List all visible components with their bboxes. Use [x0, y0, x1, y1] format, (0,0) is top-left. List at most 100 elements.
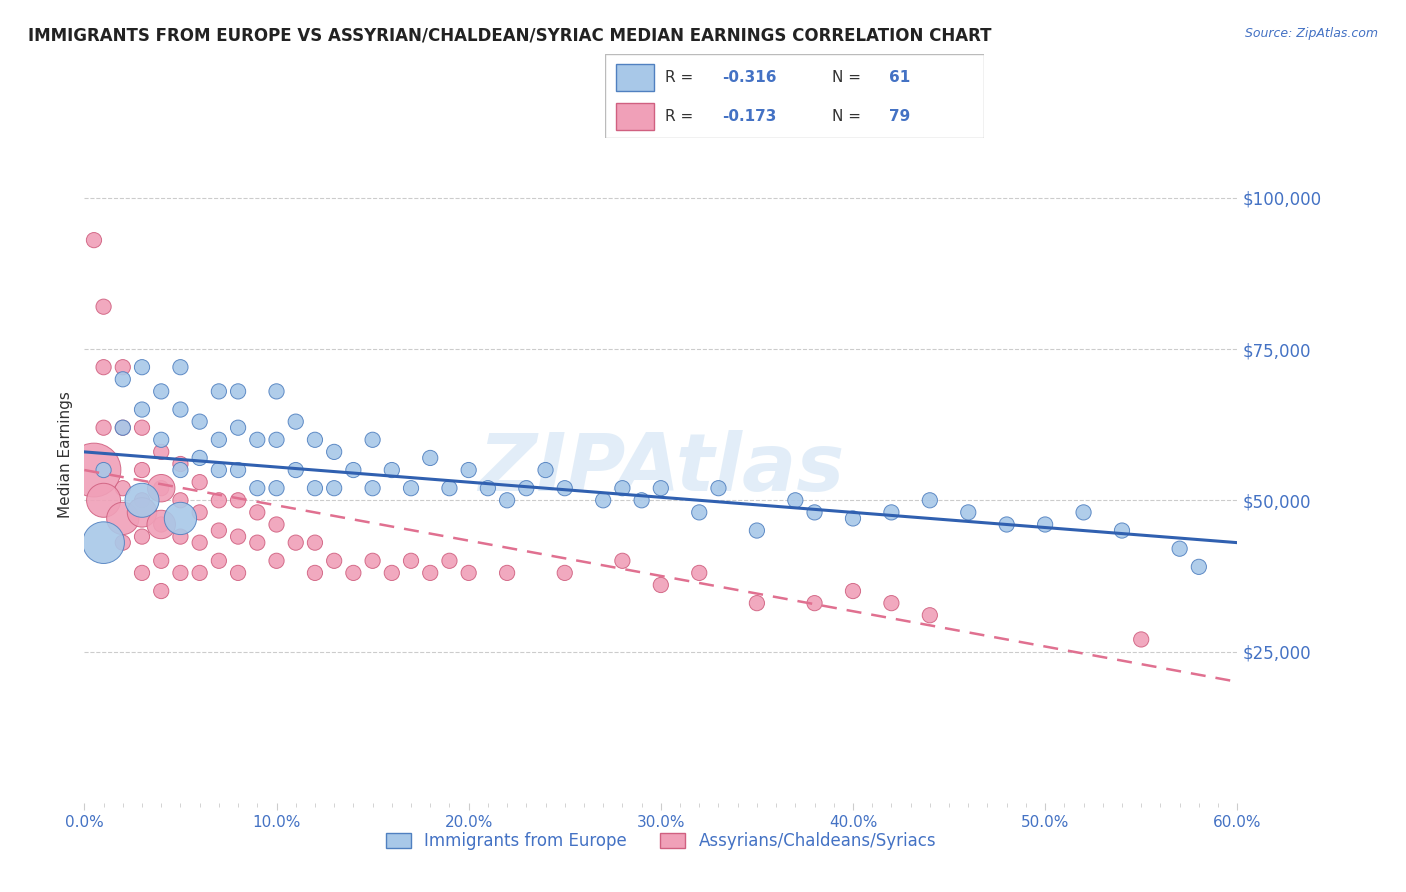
- Point: [188, 450, 211, 465]
- Point: [361, 481, 384, 495]
- Point: [266, 517, 288, 532]
- Point: [111, 535, 134, 549]
- Point: [284, 415, 307, 429]
- Point: [284, 463, 307, 477]
- Point: [226, 384, 249, 399]
- Point: [246, 535, 269, 549]
- Point: [131, 493, 153, 508]
- Point: [188, 566, 211, 580]
- Point: [612, 554, 634, 568]
- Point: [131, 420, 153, 434]
- Point: [111, 372, 134, 386]
- Point: [169, 566, 191, 580]
- Point: [534, 463, 557, 477]
- Point: [188, 415, 211, 429]
- FancyBboxPatch shape: [605, 54, 984, 138]
- Point: [93, 360, 115, 375]
- Point: [803, 505, 825, 519]
- Point: [342, 463, 364, 477]
- Point: [1073, 505, 1095, 519]
- Point: [131, 360, 153, 375]
- Text: R =: R =: [665, 109, 699, 124]
- Point: [592, 493, 614, 508]
- Point: [208, 384, 231, 399]
- Point: [131, 505, 153, 519]
- Point: [399, 481, 422, 495]
- Legend: Immigrants from Europe, Assyrians/Chaldeans/Syriacs: Immigrants from Europe, Assyrians/Chalde…: [380, 826, 942, 857]
- Point: [1033, 517, 1056, 532]
- Text: N =: N =: [832, 109, 866, 124]
- Point: [150, 384, 173, 399]
- Point: [83, 463, 105, 477]
- Point: [246, 481, 269, 495]
- Point: [419, 566, 441, 580]
- Text: IMMIGRANTS FROM EUROPE VS ASSYRIAN/CHALDEAN/SYRIAC MEDIAN EARNINGS CORRELATION C: IMMIGRANTS FROM EUROPE VS ASSYRIAN/CHALD…: [28, 27, 991, 45]
- Point: [842, 511, 865, 525]
- Point: [304, 535, 326, 549]
- Point: [707, 481, 730, 495]
- Point: [131, 493, 153, 508]
- Point: [169, 511, 191, 525]
- Point: [169, 402, 191, 417]
- Point: [188, 505, 211, 519]
- Point: [785, 493, 807, 508]
- Point: [111, 360, 134, 375]
- FancyBboxPatch shape: [616, 103, 654, 130]
- Point: [83, 233, 105, 247]
- Point: [93, 463, 115, 477]
- Point: [226, 530, 249, 544]
- Point: [208, 554, 231, 568]
- Point: [1168, 541, 1191, 556]
- Point: [131, 463, 153, 477]
- Point: [169, 530, 191, 544]
- Point: [457, 566, 479, 580]
- Point: [304, 433, 326, 447]
- Point: [93, 493, 115, 508]
- Point: [650, 578, 672, 592]
- Point: [208, 463, 231, 477]
- Point: [131, 530, 153, 544]
- Point: [496, 566, 519, 580]
- Point: [111, 420, 134, 434]
- Point: [169, 493, 191, 508]
- Point: [918, 608, 941, 623]
- Point: [304, 481, 326, 495]
- Point: [554, 566, 576, 580]
- Point: [361, 554, 384, 568]
- Point: [381, 566, 404, 580]
- Point: [150, 433, 173, 447]
- Text: -0.316: -0.316: [723, 70, 776, 85]
- Point: [226, 463, 249, 477]
- Text: ZIPAtlas: ZIPAtlas: [478, 430, 844, 508]
- Point: [842, 584, 865, 599]
- Text: Source: ZipAtlas.com: Source: ZipAtlas.com: [1244, 27, 1378, 40]
- Text: 61: 61: [889, 70, 911, 85]
- Point: [688, 505, 710, 519]
- FancyBboxPatch shape: [616, 63, 654, 91]
- Point: [477, 481, 499, 495]
- Point: [1188, 559, 1211, 574]
- Point: [188, 475, 211, 490]
- Point: [554, 481, 576, 495]
- Point: [226, 420, 249, 434]
- Point: [111, 511, 134, 525]
- Point: [630, 493, 652, 508]
- Point: [496, 493, 519, 508]
- Point: [323, 481, 346, 495]
- Point: [111, 420, 134, 434]
- Point: [995, 517, 1018, 532]
- Point: [745, 524, 768, 538]
- Point: [150, 517, 173, 532]
- Point: [266, 433, 288, 447]
- Point: [957, 505, 980, 519]
- Y-axis label: Median Earnings: Median Earnings: [58, 392, 73, 518]
- Point: [399, 554, 422, 568]
- Point: [612, 481, 634, 495]
- Point: [131, 402, 153, 417]
- Point: [266, 481, 288, 495]
- Point: [150, 584, 173, 599]
- Point: [439, 554, 461, 568]
- Point: [266, 384, 288, 399]
- Point: [208, 493, 231, 508]
- Point: [515, 481, 537, 495]
